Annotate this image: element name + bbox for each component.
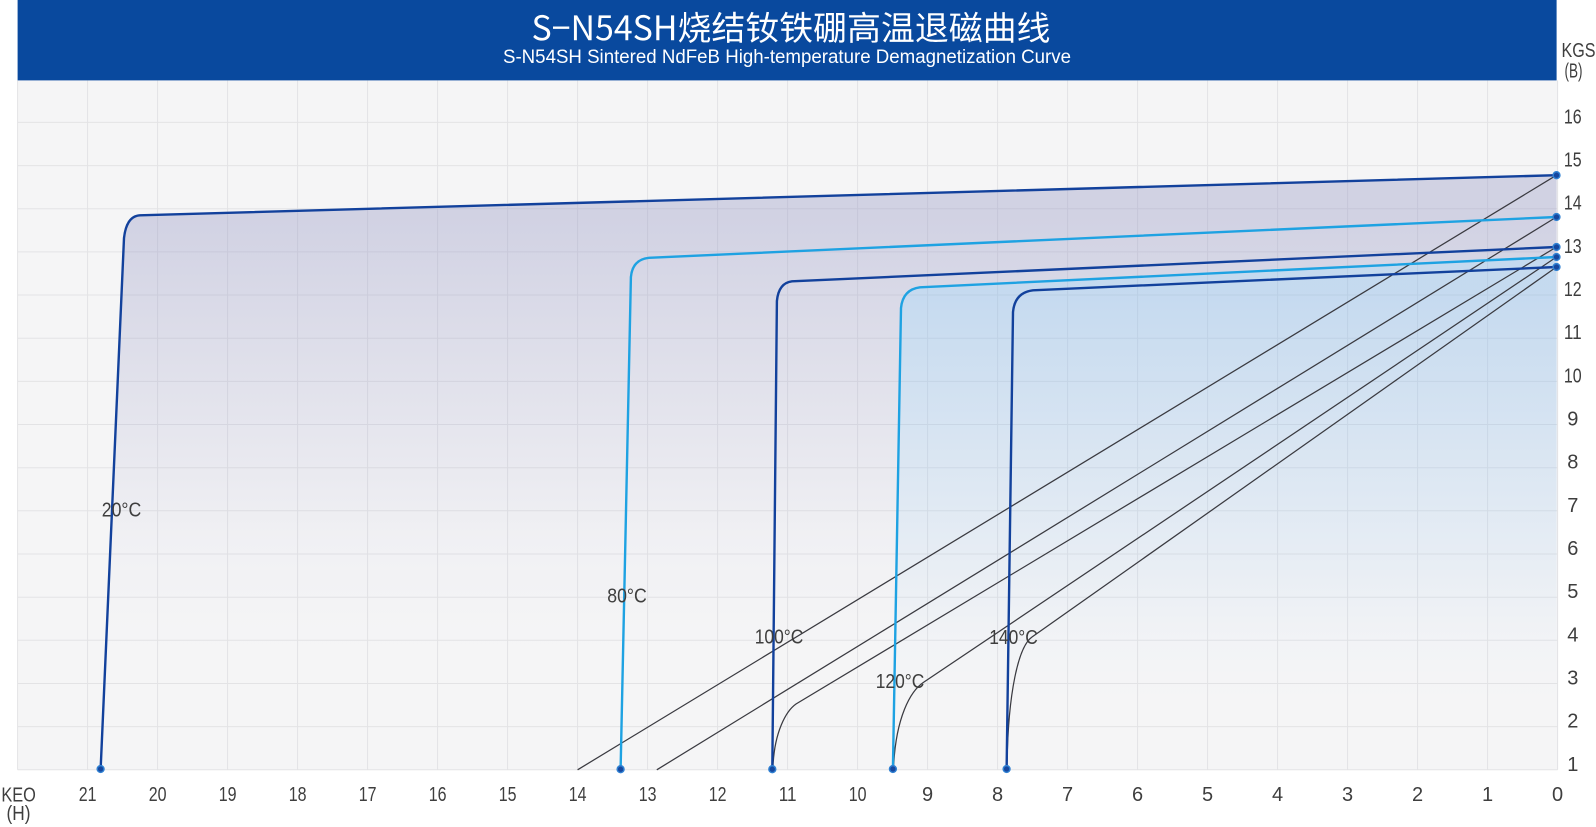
svg-text:14: 14 bbox=[569, 784, 587, 806]
svg-text:5: 5 bbox=[1202, 784, 1213, 806]
svg-text:7: 7 bbox=[1567, 495, 1578, 517]
svg-text:20: 20 bbox=[149, 784, 167, 806]
svg-text:8: 8 bbox=[1567, 452, 1578, 474]
svg-text:16: 16 bbox=[1564, 106, 1582, 128]
svg-text:S-N54SH Sintered NdFeB High-te: S-N54SH Sintered NdFeB High-temperature … bbox=[503, 47, 1071, 68]
svg-text:18: 18 bbox=[289, 784, 307, 806]
svg-text:13: 13 bbox=[639, 784, 657, 806]
svg-text:11: 11 bbox=[779, 784, 797, 806]
svg-text:6: 6 bbox=[1132, 784, 1143, 806]
svg-text:10: 10 bbox=[1564, 365, 1582, 387]
svg-text:80°C: 80°C bbox=[607, 585, 647, 607]
svg-text:1: 1 bbox=[1567, 754, 1578, 776]
svg-text:21: 21 bbox=[79, 784, 97, 806]
svg-text:9: 9 bbox=[922, 784, 933, 806]
svg-text:(H): (H) bbox=[7, 803, 31, 825]
svg-text:12: 12 bbox=[1564, 279, 1582, 301]
svg-text:12: 12 bbox=[709, 784, 727, 806]
svg-text:1: 1 bbox=[1482, 784, 1493, 806]
svg-text:6: 6 bbox=[1567, 538, 1578, 560]
svg-text:3: 3 bbox=[1342, 784, 1353, 806]
svg-text:19: 19 bbox=[219, 784, 237, 806]
svg-text:9: 9 bbox=[1567, 409, 1578, 431]
svg-text:100°C: 100°C bbox=[755, 627, 804, 649]
svg-text:3: 3 bbox=[1567, 668, 1578, 690]
svg-text:KGS: KGS bbox=[1562, 40, 1596, 62]
svg-text:14: 14 bbox=[1564, 193, 1582, 215]
svg-text:10: 10 bbox=[849, 784, 867, 806]
svg-text:140°C: 140°C bbox=[989, 627, 1038, 649]
svg-text:120°C: 120°C bbox=[876, 671, 925, 693]
svg-text:KEO: KEO bbox=[1, 784, 36, 806]
svg-text:0: 0 bbox=[1552, 784, 1563, 806]
svg-text:(B): (B) bbox=[1565, 61, 1583, 83]
svg-text:4: 4 bbox=[1567, 624, 1578, 646]
svg-text:13: 13 bbox=[1564, 236, 1582, 258]
svg-text:16: 16 bbox=[429, 784, 447, 806]
svg-text:5: 5 bbox=[1567, 581, 1578, 603]
svg-text:11: 11 bbox=[1564, 322, 1582, 344]
svg-text:2: 2 bbox=[1567, 711, 1578, 733]
svg-text:15: 15 bbox=[499, 784, 517, 806]
svg-text:17: 17 bbox=[359, 784, 377, 806]
svg-text:2: 2 bbox=[1412, 784, 1423, 806]
svg-text:7: 7 bbox=[1062, 784, 1073, 806]
svg-text:15: 15 bbox=[1564, 150, 1582, 172]
svg-text:4: 4 bbox=[1272, 784, 1283, 806]
svg-text:20°C: 20°C bbox=[102, 500, 142, 522]
svg-text:8: 8 bbox=[992, 784, 1003, 806]
